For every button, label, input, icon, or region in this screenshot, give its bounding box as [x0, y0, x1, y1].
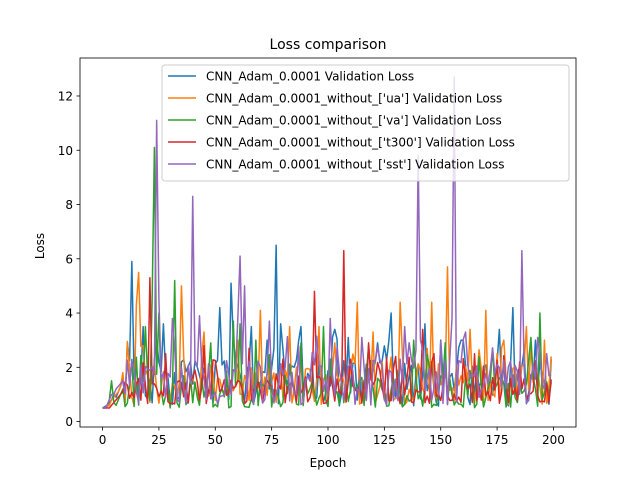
x-tick-label: 125: [373, 433, 396, 447]
x-tick-label: 175: [486, 433, 509, 447]
series-line-3: [102, 146, 552, 409]
x-tick-label: 200: [542, 433, 565, 447]
x-tick-label: 75: [264, 433, 279, 447]
y-axis-label: Loss: [33, 233, 47, 259]
legend-box: [161, 64, 570, 182]
series-line-4: [102, 249, 552, 409]
y-tick-label: 6: [65, 252, 73, 266]
y-tick-label: 4: [65, 307, 73, 321]
legend-label-3: CNN_Adam_0.0001_without_['va'] Validatio…: [206, 114, 502, 128]
x-tick-label: 150: [429, 433, 452, 447]
legend-label-4: CNN_Adam_0.0001_without_['t300'] Validat…: [206, 136, 515, 150]
axes: 0 25 50 75 100 125 150 175 200 0 2 4 6 8 10 12: [58, 89, 565, 447]
x-tick-label: 100: [317, 433, 340, 447]
y-tick-label: 0: [65, 415, 73, 429]
legend-label-1: CNN_Adam_0.0001 Validation Loss: [206, 70, 414, 84]
x-tick-label: 50: [208, 433, 223, 447]
y-tick-label: 12: [58, 89, 73, 103]
legend-label-5: CNN_Adam_0.0001_without_['sst'] Validati…: [206, 158, 504, 172]
legend-label-2: CNN_Adam_0.0001_without_['ua'] Validatio…: [206, 92, 502, 106]
chart-title: Loss comparison: [270, 37, 387, 53]
x-tick-label: 25: [151, 433, 166, 447]
series-line-5: [102, 76, 552, 409]
y-tick-label: 8: [65, 198, 73, 212]
x-tick-label: 0: [99, 433, 107, 447]
series-lines: [102, 76, 552, 409]
legend: CNN_Adam_0.0001 Validation Loss CNN_Adam_…: [161, 64, 570, 182]
y-tick-label: 10: [58, 144, 73, 158]
x-axis-label: Epoch: [310, 456, 347, 470]
y-tick-label: 2: [65, 361, 73, 375]
